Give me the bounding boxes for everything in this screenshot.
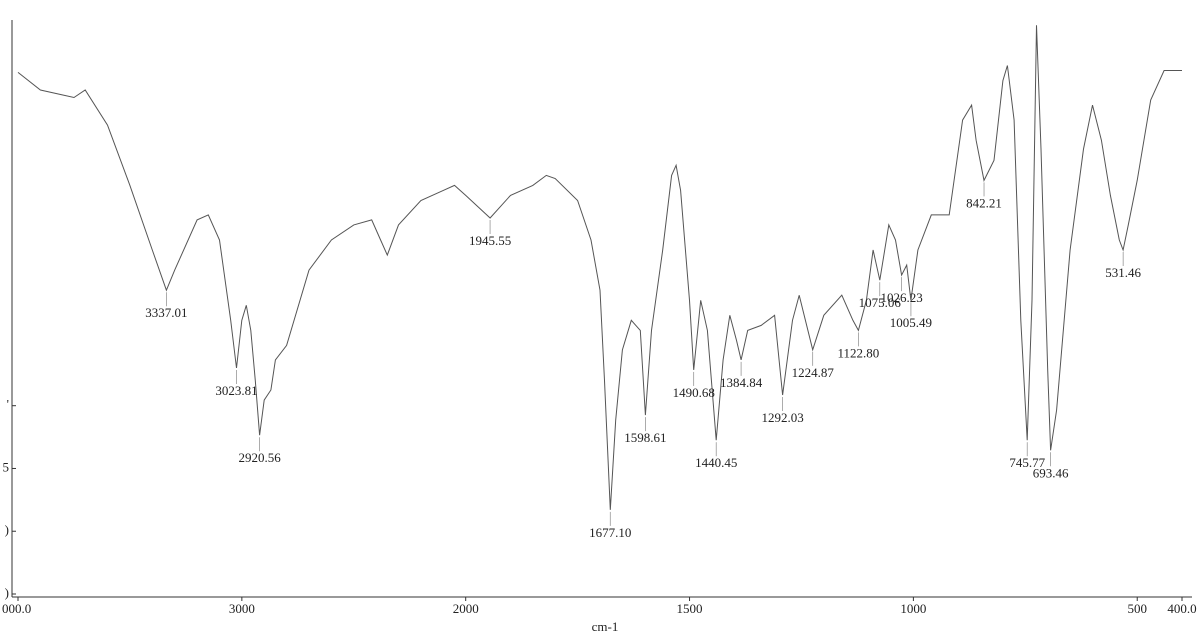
peak-label: 1945.55 <box>469 233 511 248</box>
peak-label: 1384.84 <box>720 375 763 390</box>
peak-label: 3023.81 <box>215 383 257 398</box>
y-tick-label: ) <box>5 522 9 537</box>
peak-label: 2920.56 <box>239 450 282 465</box>
peak-label: 1075.06 <box>859 295 902 310</box>
x-axis-label: cm-1 <box>592 619 619 634</box>
x-tick-label: 2000 <box>453 601 479 616</box>
peak-label: 745.77 <box>1009 455 1045 470</box>
peak-label: 1490.68 <box>673 385 715 400</box>
x-tick-label: 1500 <box>677 601 703 616</box>
spectrum-line <box>17 25 1182 510</box>
x-tick-label: 3000 <box>229 601 255 616</box>
peak-label: 693.46 <box>1033 465 1069 480</box>
peak-label: 1677.10 <box>589 525 631 540</box>
x-tick-label: 400.0 <box>1167 601 1196 616</box>
peak-label: 1122.80 <box>838 345 880 360</box>
peak-label: 1292.03 <box>762 410 804 425</box>
y-tick-label: 5 <box>3 459 10 474</box>
y-tick-label: ) <box>5 585 9 600</box>
peak-label: 531.46 <box>1105 265 1141 280</box>
x-tick-label: 500 <box>1127 601 1147 616</box>
peak-label: 1005.49 <box>890 315 932 330</box>
peak-label: 3337.01 <box>145 305 187 320</box>
x-tick-label: 1000 <box>900 601 926 616</box>
peak-label: 1598.61 <box>624 430 666 445</box>
peak-label: 1440.45 <box>695 455 737 470</box>
x-tick-label: 000.0 <box>2 601 31 616</box>
peak-label: 1224.87 <box>792 365 835 380</box>
y-tick-label: ' <box>7 397 9 412</box>
peak-label: 1026.23 <box>881 290 923 305</box>
peak-label: 842.21 <box>966 195 1002 210</box>
